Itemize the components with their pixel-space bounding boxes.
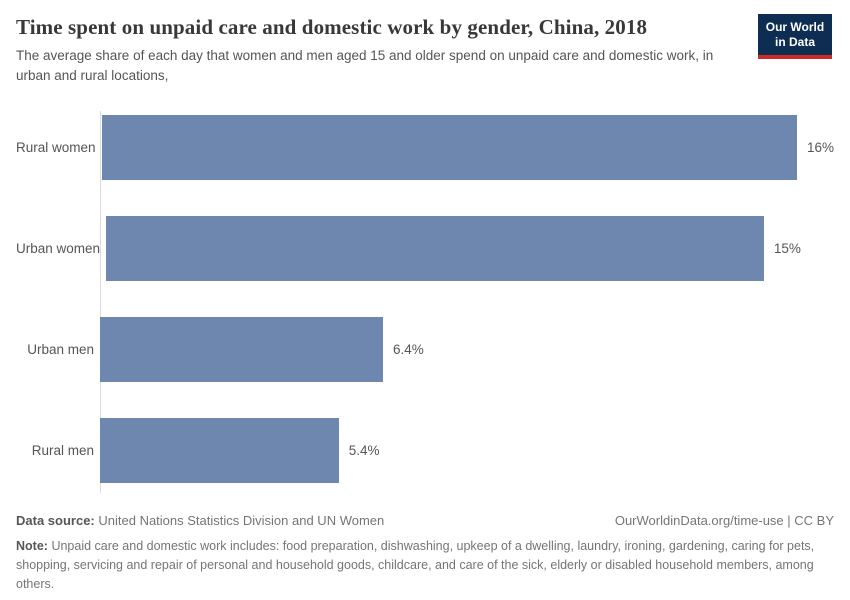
bar-track: 15% bbox=[106, 216, 834, 282]
value-label: 15% bbox=[773, 241, 801, 257]
chart-footer: Data source: United Nations Statistics D… bbox=[16, 513, 834, 593]
owid-logo-line2: in Data bbox=[774, 35, 815, 49]
bar-urban-women[interactable] bbox=[106, 216, 764, 282]
owid-logo-line1: Our World bbox=[765, 20, 825, 34]
note-label: Note: bbox=[16, 539, 48, 554]
value-label: 6.4% bbox=[392, 342, 424, 358]
chart-subtitle: The average share of each day that women… bbox=[16, 48, 714, 83]
source-row: Data source: United Nations Statistics D… bbox=[16, 513, 834, 528]
y-axis-line bbox=[100, 111, 101, 494]
bar-track: 16% bbox=[101, 115, 834, 181]
bar-chart: Rural women 16% Urban women 15% Urban men 6.4… bbox=[16, 111, 834, 494]
value-label: 16% bbox=[806, 140, 834, 156]
owid-logo: Our World in Data bbox=[758, 14, 832, 59]
category-label-rural-women: Rural women bbox=[16, 140, 96, 156]
value-label: 5.4% bbox=[348, 443, 380, 459]
bar-track: 5.4% bbox=[100, 418, 834, 484]
chart-header: Time spent on unpaid care and domestic w… bbox=[16, 14, 834, 85]
chart-row: Rural women 16% bbox=[16, 115, 834, 181]
data-source: Data source: United Nations Statistics D… bbox=[16, 513, 384, 528]
data-source-label: Data source: bbox=[16, 513, 95, 529]
category-label-urban-men: Urban men bbox=[27, 342, 94, 358]
chart-rows: Rural women 16% Urban women 15% Urban men 6.4… bbox=[16, 115, 834, 484]
bar-rural-men[interactable] bbox=[100, 418, 339, 484]
chart-row: Urban women 15% bbox=[16, 216, 834, 282]
category-label-rural-men: Rural men bbox=[31, 443, 94, 459]
note-text: Unpaid care and domestic work includes: … bbox=[16, 539, 815, 591]
bar-rural-women[interactable] bbox=[101, 115, 797, 181]
bar-track: 6.4% bbox=[100, 317, 834, 383]
chart-title: Time spent on unpaid care and domestic w… bbox=[16, 15, 648, 39]
chart-row: Rural men 5.4% bbox=[16, 418, 834, 484]
data-source-text: United Nations Statistics Division and U… bbox=[98, 513, 385, 529]
credit-link[interactable]: OurWorldinData.org/time-use | CC BY bbox=[614, 513, 834, 529]
bar-urban-men[interactable] bbox=[100, 317, 383, 383]
chart-row: Urban men 6.4% bbox=[16, 317, 834, 383]
chart-note: Note: Unpaid care and domestic work incl… bbox=[16, 537, 834, 593]
category-label-urban-women: Urban women bbox=[16, 241, 101, 257]
